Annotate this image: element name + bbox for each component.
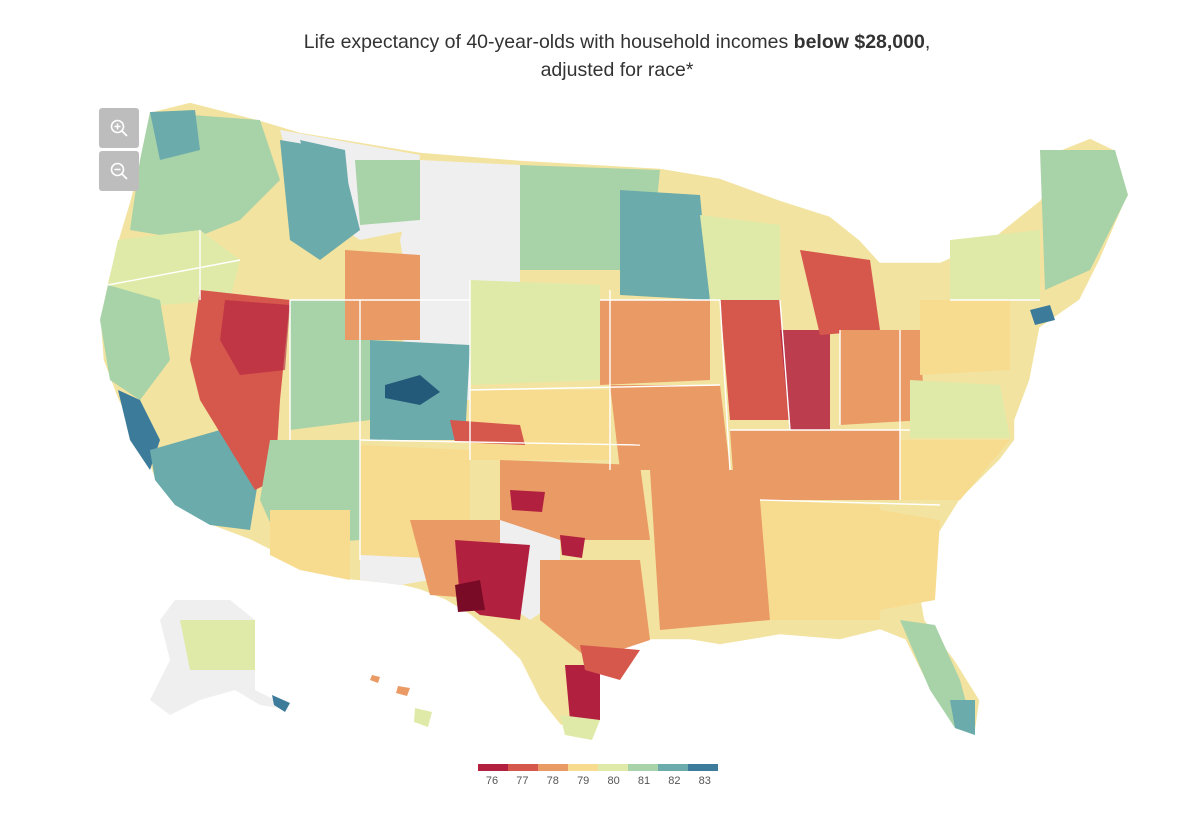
legend-swatch [658,764,688,771]
title-punct: , [924,31,931,53]
region-missouri [610,385,730,470]
legend-label: 82 [668,775,681,787]
region-pennsylvania [920,300,1010,375]
region-kansas-red [450,420,525,445]
region-iowa [600,300,710,385]
region-washington-coast [150,110,200,160]
region-carolinas [900,440,1010,500]
title-text: Life expectancy of 40-year-olds with hou… [303,31,794,53]
region-montana-west [300,140,350,210]
zoom-in-button[interactable] [99,108,139,148]
legend-labels: 76 77 78 79 80 81 82 83 [478,775,718,791]
region-nyc [1030,305,1055,325]
zoom-out-button[interactable] [99,151,139,191]
region-new-england [1040,150,1128,290]
region-texas-red-center [560,535,585,558]
legend-label: 77 [516,775,529,787]
region-california-coast [118,390,160,470]
region-indiana [780,330,830,430]
region-montana-east [355,160,420,225]
legend-swatch [538,764,568,771]
region-hawaii [414,708,432,727]
legend-swatch [628,764,658,771]
region-california-north [100,285,170,400]
region-hawaii-islands [370,675,410,696]
region-california-south [150,430,260,530]
legend-swatch [568,764,598,771]
region-kentucky-tennessee [730,430,905,500]
region-mississippi-alabama [760,500,880,620]
zoom-out-icon [110,162,128,180]
region-south-texas-red [565,665,600,720]
region-virginia [910,380,1010,438]
no-data-region-plains [400,160,520,400]
map-subtitle: adjusted for race* [540,59,694,81]
region-illinois [720,300,790,420]
map-title: Life expectancy of 40-year-olds with hou… [0,28,1200,84]
region-new-york [950,230,1040,300]
legend-label: 80 [607,775,620,787]
region-georgia [880,510,940,610]
legend-swatches [478,764,718,771]
region-texas-red-north [510,490,545,512]
legend-label: 83 [698,775,711,787]
legend-label: 78 [546,775,559,787]
legend-swatch [688,764,718,771]
region-alaska-panhandle [272,695,290,712]
legend-label: 79 [577,775,590,787]
legend-swatch [598,764,628,771]
zoom-in-icon [110,119,128,137]
legend-label: 81 [637,775,651,787]
region-east-texas [540,560,650,660]
region-florida-south [950,700,975,735]
state-borders [107,230,1040,560]
region-oregon [108,230,240,305]
region-rio-grande [560,715,600,740]
region-minnesota [620,190,710,300]
region-wyoming [345,250,420,340]
region-arizona-south [270,510,350,580]
legend-label: 76 [485,775,499,787]
region-nebraska [470,280,600,385]
title-bold-text: below $28,000 [793,31,925,53]
region-west-texas-darkest [455,580,485,612]
region-wisconsin [700,215,780,300]
legend-swatch [508,764,538,771]
region-nevada-core [220,300,290,375]
region-denver [385,375,440,405]
region-michigan [800,250,880,335]
region-houston [580,645,640,680]
color-legend: 76 77 78 79 80 81 82 83 [478,764,718,791]
region-arkansas-louisiana [650,470,770,630]
legend-swatch [478,764,508,771]
region-ohio [840,330,925,425]
region-oklahoma [500,460,650,540]
region-alaska-south [180,620,255,670]
